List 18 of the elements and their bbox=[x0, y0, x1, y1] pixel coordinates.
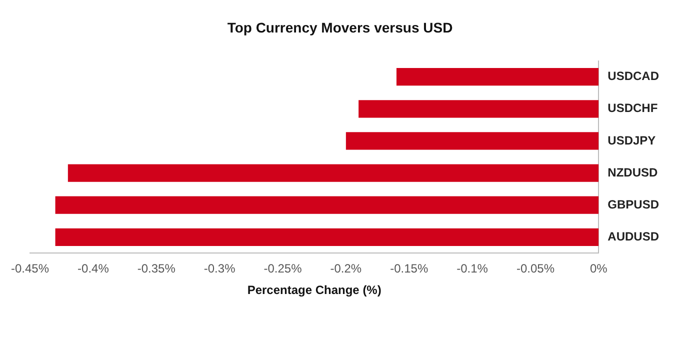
y-tick-label: USDJPY bbox=[608, 133, 656, 148]
x-tick-label: -0.3% bbox=[204, 262, 236, 276]
chart-title: Top Currency Movers versus USD bbox=[227, 19, 453, 36]
x-tick-label: -0.1% bbox=[456, 262, 488, 276]
x-tick-label: -0.45% bbox=[10, 262, 50, 276]
x-tick-label: -0.15% bbox=[390, 262, 428, 276]
x-tick-label: -0.05% bbox=[516, 262, 555, 276]
x-tick-label: -0.4% bbox=[78, 262, 110, 276]
x-tick-label: -0.2% bbox=[330, 262, 362, 276]
x-tick-label: -0.35% bbox=[137, 262, 176, 276]
y-tick-label: GBPUSD bbox=[608, 197, 660, 212]
x-axis-title: Percentage Change (%) bbox=[247, 283, 382, 298]
y-tick-label: USDCHF bbox=[608, 101, 658, 116]
x-tick-label: 0% bbox=[590, 262, 608, 276]
y-tick-label: AUDUSD bbox=[608, 229, 660, 244]
y-tick-label: NZDUSD bbox=[608, 165, 658, 180]
x-tick-label: -0.25% bbox=[264, 262, 302, 276]
y-tick-label: USDCAD bbox=[608, 69, 660, 84]
